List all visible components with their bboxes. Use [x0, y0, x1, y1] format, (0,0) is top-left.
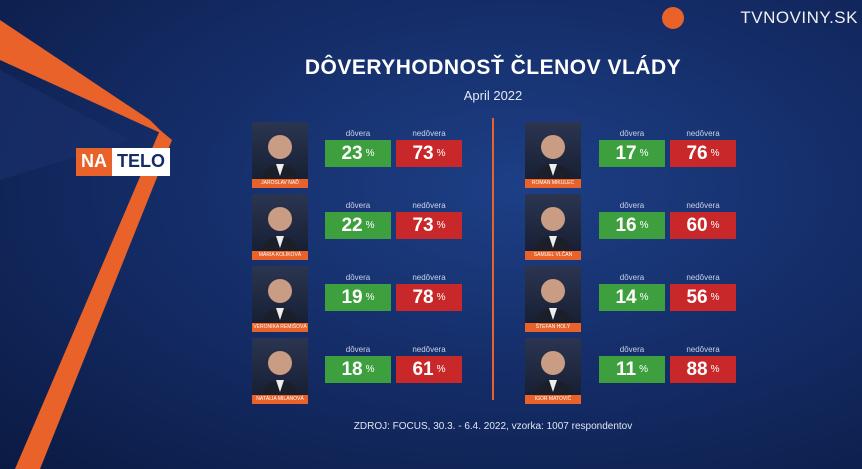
divider: [492, 118, 494, 400]
trust-value: 22%: [325, 212, 391, 239]
unit: %: [710, 148, 720, 159]
distrust-value: 73%: [396, 212, 462, 239]
trust-label: dôvera: [345, 129, 371, 138]
trust-value: 23%: [325, 140, 391, 167]
value: 14: [615, 286, 637, 308]
name-plate: IGOR MATOVIČ: [525, 395, 581, 404]
unit: %: [639, 220, 649, 231]
value: 76: [686, 142, 708, 164]
distrust-label: nedôvera: [412, 201, 446, 210]
value: 19: [341, 286, 363, 308]
distrust-value: 61%: [396, 356, 462, 383]
trust-value: 16%: [599, 212, 665, 239]
unit: %: [436, 220, 446, 231]
unit: %: [365, 220, 375, 231]
trust-label: dôvera: [619, 273, 645, 282]
name-plate: MÁRIA KOLÍKOVÁ: [252, 251, 308, 260]
distrust-value: 88%: [670, 356, 736, 383]
trust-label: dôvera: [345, 345, 371, 354]
trust-label: dôvera: [619, 129, 645, 138]
unit: %: [436, 292, 446, 303]
show-logo-left: NA: [76, 148, 112, 176]
distrust-label: nedôvera: [412, 129, 446, 138]
unit: %: [365, 364, 375, 375]
unit: %: [710, 220, 720, 231]
decor-stripes: [0, 20, 172, 469]
name-plate: ROMAN MIKULEC: [525, 179, 581, 188]
distrust-label: nedôvera: [412, 273, 446, 282]
unit: %: [639, 292, 649, 303]
distrust-value: 56%: [670, 284, 736, 311]
distrust-value: 73%: [396, 140, 462, 167]
trust-value: 17%: [599, 140, 665, 167]
unit: %: [365, 292, 375, 303]
trust-label: dôvera: [619, 345, 645, 354]
name-plate: ŠTEFAN HOLÝ: [525, 323, 581, 332]
distrust-value: 76%: [670, 140, 736, 167]
value: 23: [341, 142, 363, 164]
trust-label: dôvera: [345, 201, 371, 210]
value: 18: [341, 358, 363, 380]
value: 11: [616, 358, 637, 380]
name-plate: VERONIKA REMIŠOVÁ: [252, 323, 308, 332]
trust-value: 19%: [325, 284, 391, 311]
source: ZDROJ: FOCUS, 30.3. - 6.4. 2022, vzorka:…: [353, 421, 633, 432]
unit: %: [639, 148, 649, 159]
distrust-label: nedôvera: [686, 201, 720, 210]
photo: [252, 194, 308, 260]
unit: %: [710, 364, 720, 375]
photo: [252, 122, 308, 188]
show-logo-right: TELO: [112, 148, 170, 176]
unit: %: [710, 292, 720, 303]
name-plate: JAROSLAV NAĎ: [252, 179, 308, 188]
value: 73: [412, 142, 434, 164]
distrust-value: 60%: [670, 212, 736, 239]
value: 16: [615, 214, 637, 236]
name-plate: SAMUEL VLČAN: [525, 251, 581, 260]
distrust-value: 78%: [396, 284, 462, 311]
unit: %: [436, 148, 446, 159]
trust-label: dôvera: [345, 273, 371, 282]
title: DÔVERYHODNOSŤ ČLENOV VLÁDY: [304, 56, 682, 79]
name-plate: NATÁLIA MILANOVÁ: [252, 395, 308, 404]
value: 22: [341, 214, 363, 236]
show-logo: NA TELO: [76, 148, 170, 176]
value: 60: [686, 214, 708, 236]
value: 88: [686, 358, 708, 380]
value: 56: [686, 286, 708, 308]
unit: %: [639, 364, 648, 375]
trust-value: 11%: [599, 356, 665, 383]
value: 78: [412, 286, 434, 308]
distrust-label: nedôvera: [686, 129, 720, 138]
logo: TVNOVINY.SK: [740, 8, 858, 27]
trust-label: dôvera: [619, 201, 645, 210]
unit: %: [365, 148, 375, 159]
logo-icon: [662, 7, 684, 29]
trust-value: 14%: [599, 284, 665, 311]
trust-value: 18%: [325, 356, 391, 383]
distrust-label: nedôvera: [686, 345, 720, 354]
value: 17: [615, 142, 637, 164]
unit: %: [436, 364, 446, 375]
distrust-label: nedôvera: [412, 345, 446, 354]
distrust-label: nedôvera: [686, 273, 720, 282]
value: 61: [412, 358, 434, 380]
value: 73: [412, 214, 434, 236]
subtitle: April 2022: [463, 88, 523, 103]
